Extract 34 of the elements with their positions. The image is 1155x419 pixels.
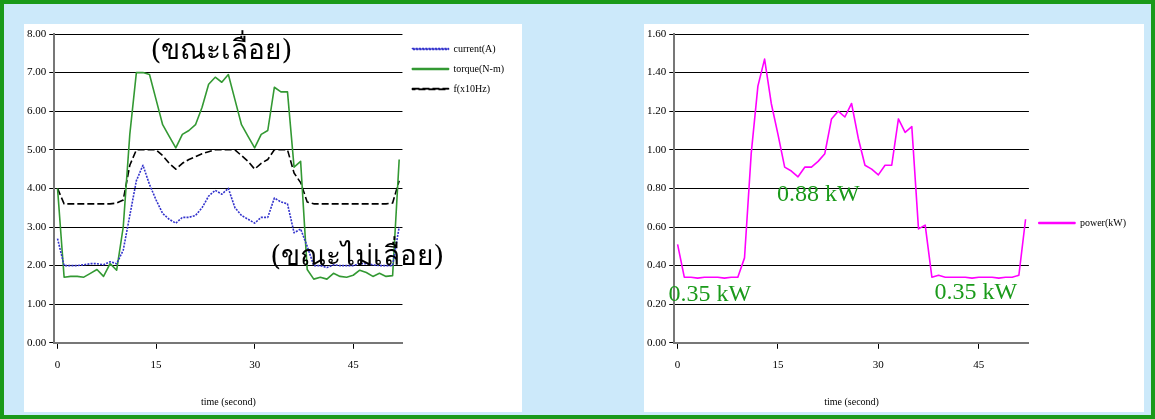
legend-label: current(A) [453,42,496,55]
y-tick-label: 5.00 [27,142,47,155]
y-tick-label: 0.40 [647,258,667,271]
x-axis-title: time (second) [824,395,879,408]
y-tick-label: 3.00 [27,219,47,232]
x-tick-label: 15 [772,358,784,371]
y-tick-label: 1.40 [647,65,667,78]
y-tick-label: 8.00 [27,26,47,39]
y-tick-label: 4.00 [27,181,47,194]
x-tick-label: 30 [249,358,261,371]
y-tick-label: 0.80 [647,181,667,194]
legend-label: power(kW) [1079,216,1126,229]
x-tick-label: 45 [347,358,360,371]
x-tick-label: 0 [54,358,61,371]
y-tick-label: 0.20 [647,297,667,310]
y-tick-label: 0.60 [647,219,667,232]
y-tick-label: 1.00 [647,142,667,155]
y-tick-label: 0.00 [647,335,667,348]
y-tick-label: 6.00 [27,104,47,117]
x-tick-label: 0 [674,358,681,371]
y-tick-label: 1.60 [647,26,667,39]
y-tick-label: 1.00 [27,297,47,310]
y-tick-label: 7.00 [27,65,47,78]
x-tick-label: 30 [872,358,885,371]
x-axis-title: time (second) [201,395,256,408]
legend-label: torque(N-m) [453,62,505,75]
legend-label: f(x10Hz) [453,82,491,95]
annotation: (ขณะเลื่อย) [150,29,293,66]
y-tick-label: 1.20 [647,104,667,117]
x-tick-label: 15 [150,358,163,371]
y-tick-label: 0.00 [27,335,47,348]
y-tick-label: 2.00 [27,258,47,271]
annotation: 0.35 kW [934,277,1018,304]
x-tick-label: 45 [973,358,985,371]
